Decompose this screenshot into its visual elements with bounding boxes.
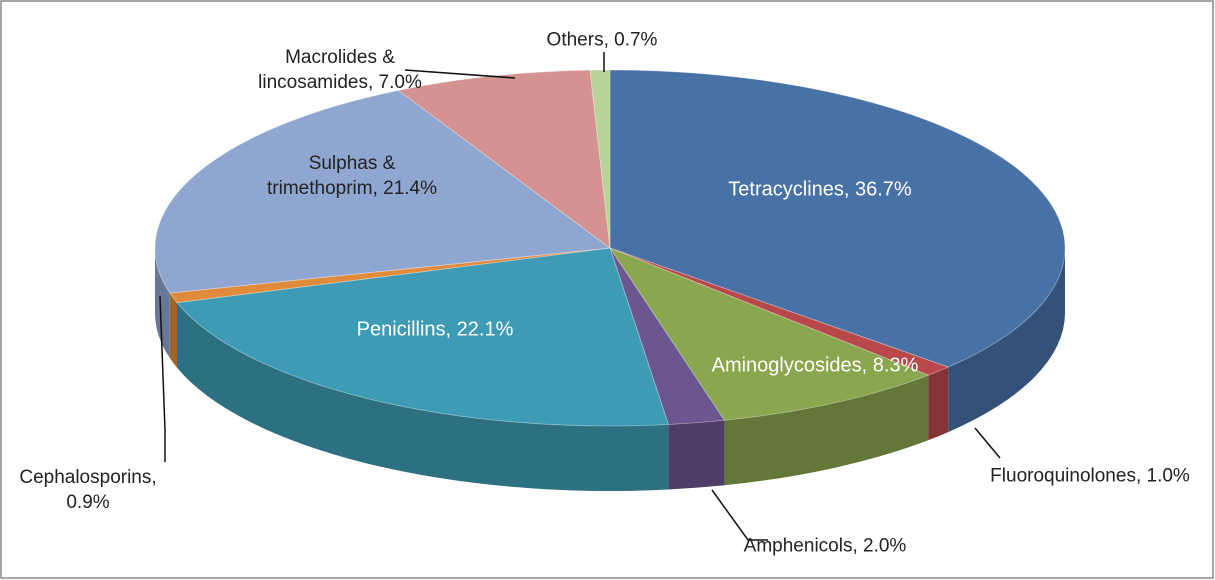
- slice-value: 0.7%: [614, 29, 658, 51]
- slice-value: 7.0%: [378, 72, 422, 93]
- slice: [176, 247, 669, 427]
- slice-name: Penicillins,: [356, 318, 452, 341]
- slice-side: [724, 375, 929, 486]
- data-label: Aminoglycosides, 8.3%: [705, 354, 925, 379]
- slice-side: [668, 420, 725, 490]
- slice: [609, 247, 950, 376]
- slice: [169, 247, 611, 304]
- slice-value: 36.7%: [855, 178, 912, 201]
- slice-name: Aminoglycosides,: [711, 354, 868, 377]
- slice-name: Sulphas & trimethoprim,: [267, 153, 396, 199]
- data-label: Amphenicols, 2.0%: [725, 534, 925, 559]
- slice-value: 0.9%: [66, 492, 110, 513]
- leader-line: [404, 69, 516, 79]
- slice-name: Macrolides & lincosamides,: [258, 47, 395, 93]
- slice-side: [948, 248, 1065, 433]
- slice: [608, 247, 930, 421]
- slice-name: Fluoroquinolones,: [990, 465, 1142, 487]
- data-label: Sulphas & trimethoprim, 21.4%: [267, 151, 437, 201]
- slice-name: Amphenicols,: [743, 535, 858, 557]
- leader-line: [974, 427, 1001, 459]
- slice-side: [177, 302, 669, 492]
- data-label: Macrolides & lincosamides, 7.0%: [255, 45, 425, 95]
- slice-value: 1.0%: [1146, 465, 1190, 487]
- slice: [609, 69, 1066, 368]
- slice: [589, 69, 611, 249]
- slice-name: Cephalosporins,: [19, 467, 157, 488]
- slice-value: 22.1%: [456, 318, 514, 341]
- slice: [154, 89, 612, 294]
- data-label: Cephalosporins, 0.9%: [0, 465, 178, 515]
- slice-side: [169, 293, 178, 368]
- slice-name: Others,: [546, 29, 609, 51]
- slice-side: [928, 367, 949, 441]
- data-label: Others, 0.7%: [502, 28, 702, 53]
- slice-value: 8.3%: [872, 354, 919, 377]
- leader-line: [711, 489, 768, 541]
- slice-value: 21.4%: [383, 178, 438, 199]
- slice-value: 2.0%: [863, 535, 907, 557]
- data-label: Penicillins, 22.1%: [275, 318, 595, 343]
- slice: [609, 247, 726, 425]
- data-label: Fluoroquinolones, 1.0%: [975, 464, 1205, 489]
- slice-name: Tetracyclines,: [728, 178, 850, 201]
- leader-line: [159, 295, 166, 462]
- data-label: Tetracyclines, 36.7%: [710, 178, 930, 203]
- slice-side: [155, 248, 170, 359]
